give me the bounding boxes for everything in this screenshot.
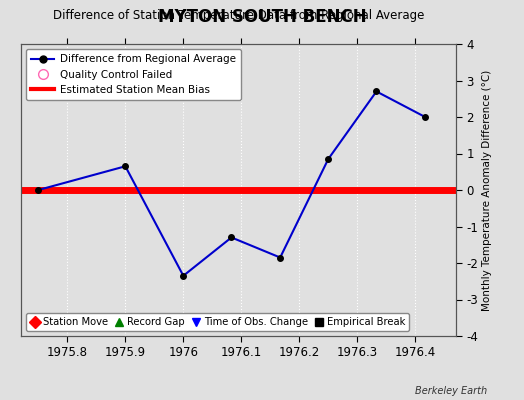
- Y-axis label: Monthly Temperature Anomaly Difference (°C): Monthly Temperature Anomaly Difference (…: [482, 69, 493, 311]
- Legend: Station Move, Record Gap, Time of Obs. Change, Empirical Break: Station Move, Record Gap, Time of Obs. C…: [26, 313, 409, 331]
- Text: Berkeley Earth: Berkeley Earth: [415, 386, 487, 396]
- Text: MYTON SOUTH BENCH: MYTON SOUTH BENCH: [158, 8, 366, 26]
- Title: Difference of Station Temperature Data from Regional Average: Difference of Station Temperature Data f…: [53, 9, 424, 22]
